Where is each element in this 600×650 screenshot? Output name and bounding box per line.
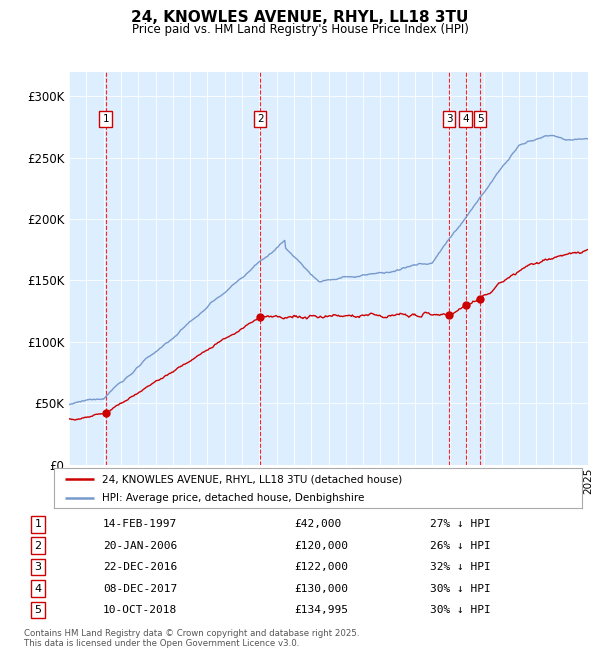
Text: 08-DEC-2017: 08-DEC-2017 [103, 584, 177, 593]
Text: 4: 4 [463, 114, 469, 124]
Text: HPI: Average price, detached house, Denbighshire: HPI: Average price, detached house, Denb… [101, 493, 364, 503]
Text: 2: 2 [35, 541, 41, 551]
Text: 10-OCT-2018: 10-OCT-2018 [103, 605, 177, 615]
Text: £42,000: £42,000 [295, 519, 342, 529]
Text: 4: 4 [35, 584, 41, 593]
Text: 27% ↓ HPI: 27% ↓ HPI [430, 519, 491, 529]
Text: 5: 5 [35, 605, 41, 615]
Text: 30% ↓ HPI: 30% ↓ HPI [430, 605, 491, 615]
Text: Contains HM Land Registry data © Crown copyright and database right 2025.
This d: Contains HM Land Registry data © Crown c… [24, 629, 359, 648]
Text: 20-JAN-2006: 20-JAN-2006 [103, 541, 177, 551]
Text: 5: 5 [477, 114, 484, 124]
Text: 30% ↓ HPI: 30% ↓ HPI [430, 584, 491, 593]
Text: 3: 3 [35, 562, 41, 572]
Text: £122,000: £122,000 [295, 562, 349, 572]
Text: 22-DEC-2016: 22-DEC-2016 [103, 562, 177, 572]
Text: £120,000: £120,000 [295, 541, 349, 551]
Text: 1: 1 [103, 114, 109, 124]
Text: 14-FEB-1997: 14-FEB-1997 [103, 519, 177, 529]
Text: 1: 1 [35, 519, 41, 529]
Text: 2: 2 [257, 114, 263, 124]
Text: 26% ↓ HPI: 26% ↓ HPI [430, 541, 491, 551]
Text: £130,000: £130,000 [295, 584, 349, 593]
Text: Price paid vs. HM Land Registry's House Price Index (HPI): Price paid vs. HM Land Registry's House … [131, 23, 469, 36]
Text: 32% ↓ HPI: 32% ↓ HPI [430, 562, 491, 572]
Text: 24, KNOWLES AVENUE, RHYL, LL18 3TU: 24, KNOWLES AVENUE, RHYL, LL18 3TU [131, 10, 469, 25]
Text: 3: 3 [446, 114, 452, 124]
Text: £134,995: £134,995 [295, 605, 349, 615]
Text: 24, KNOWLES AVENUE, RHYL, LL18 3TU (detached house): 24, KNOWLES AVENUE, RHYL, LL18 3TU (deta… [101, 474, 402, 484]
